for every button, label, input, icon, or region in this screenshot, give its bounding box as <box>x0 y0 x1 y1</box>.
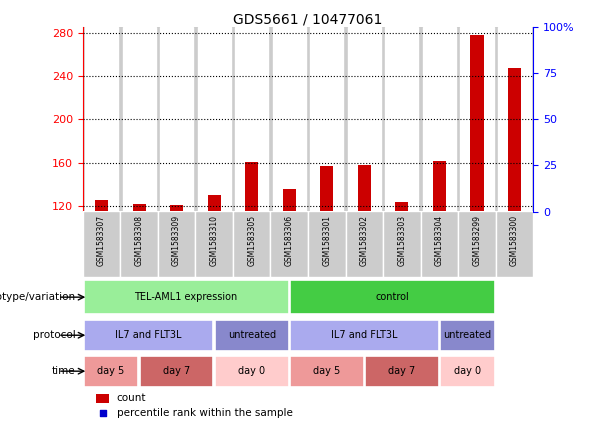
FancyBboxPatch shape <box>290 320 439 351</box>
Text: IL7 and FLT3L: IL7 and FLT3L <box>115 330 181 340</box>
Text: TEL-AML1 expression: TEL-AML1 expression <box>134 292 238 302</box>
Text: GSM1583308: GSM1583308 <box>135 215 143 266</box>
Text: IL7 and FLT3L: IL7 and FLT3L <box>331 330 398 340</box>
Bar <box>120 27 158 212</box>
Title: GDS5661 / 10477061: GDS5661 / 10477061 <box>234 12 383 26</box>
Bar <box>83 27 120 212</box>
Bar <box>160 27 193 212</box>
Text: GSM1583304: GSM1583304 <box>435 215 444 266</box>
FancyBboxPatch shape <box>83 320 213 351</box>
Bar <box>85 27 118 212</box>
Text: day 5: day 5 <box>313 366 340 376</box>
Bar <box>270 27 308 212</box>
Bar <box>395 202 408 336</box>
Bar <box>196 27 233 212</box>
Text: day 0: day 0 <box>238 366 265 376</box>
Bar <box>470 35 484 336</box>
Bar <box>346 27 383 212</box>
Text: GSM1583302: GSM1583302 <box>360 215 369 266</box>
Point <box>97 409 107 416</box>
Text: count: count <box>116 393 146 404</box>
Bar <box>235 27 268 212</box>
Bar <box>120 212 158 277</box>
Text: GSM1583299: GSM1583299 <box>473 215 481 266</box>
Bar <box>386 27 419 212</box>
Bar <box>458 27 496 212</box>
Text: time: time <box>51 366 75 376</box>
Bar <box>95 200 108 336</box>
Bar <box>358 165 371 336</box>
Text: GSM1583305: GSM1583305 <box>247 215 256 266</box>
Bar <box>458 212 496 277</box>
Text: GSM1583300: GSM1583300 <box>510 215 519 266</box>
Text: percentile rank within the sample: percentile rank within the sample <box>116 408 292 418</box>
Text: day 5: day 5 <box>97 366 124 376</box>
Bar <box>208 195 221 336</box>
Bar <box>158 212 196 277</box>
FancyBboxPatch shape <box>83 280 289 314</box>
Bar <box>383 27 421 212</box>
Bar <box>132 204 146 336</box>
FancyBboxPatch shape <box>83 356 139 387</box>
Text: GSM1583307: GSM1583307 <box>97 215 106 266</box>
Bar <box>83 212 120 277</box>
Bar <box>270 212 308 277</box>
Bar <box>348 27 381 212</box>
Bar <box>308 27 346 212</box>
Bar <box>245 162 258 336</box>
FancyBboxPatch shape <box>290 356 364 387</box>
Bar <box>346 212 383 277</box>
Text: protocol: protocol <box>32 330 75 340</box>
Text: genotype/variation: genotype/variation <box>0 292 75 302</box>
Text: day 7: day 7 <box>163 366 190 376</box>
Bar <box>496 27 533 212</box>
Bar <box>233 27 270 212</box>
FancyBboxPatch shape <box>440 320 495 351</box>
Bar <box>433 161 446 336</box>
Bar <box>158 27 196 212</box>
Bar <box>421 27 458 212</box>
Text: day 0: day 0 <box>454 366 481 376</box>
FancyBboxPatch shape <box>215 320 289 351</box>
Bar <box>273 27 306 212</box>
Bar <box>310 27 343 212</box>
Bar <box>233 212 270 277</box>
Bar <box>170 205 183 336</box>
Bar <box>320 166 333 336</box>
FancyBboxPatch shape <box>215 356 289 387</box>
FancyBboxPatch shape <box>440 356 495 387</box>
Bar <box>383 212 421 277</box>
Bar <box>498 27 531 212</box>
Bar <box>308 212 346 277</box>
Text: control: control <box>376 292 409 302</box>
Text: GSM1583310: GSM1583310 <box>210 215 219 266</box>
FancyBboxPatch shape <box>290 280 495 314</box>
Text: GSM1583306: GSM1583306 <box>285 215 294 266</box>
Bar <box>496 212 533 277</box>
Bar <box>196 212 233 277</box>
Bar <box>423 27 456 212</box>
Bar <box>197 27 230 212</box>
Text: untreated: untreated <box>444 330 492 340</box>
FancyBboxPatch shape <box>140 356 213 387</box>
Bar <box>508 68 521 336</box>
Text: untreated: untreated <box>227 330 276 340</box>
Text: day 7: day 7 <box>388 366 416 376</box>
Bar <box>96 394 109 403</box>
FancyBboxPatch shape <box>365 356 439 387</box>
Bar <box>123 27 156 212</box>
Text: GSM1583309: GSM1583309 <box>172 215 181 266</box>
Bar <box>460 27 493 212</box>
Bar <box>421 212 458 277</box>
Bar <box>283 189 296 336</box>
Text: GSM1583303: GSM1583303 <box>397 215 406 266</box>
Text: GSM1583301: GSM1583301 <box>322 215 331 266</box>
